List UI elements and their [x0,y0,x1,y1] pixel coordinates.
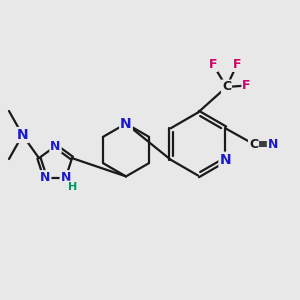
Text: N: N [40,171,50,184]
Text: H: H [68,182,77,192]
Text: C: C [222,80,231,94]
Text: C: C [249,137,258,151]
Text: N: N [61,171,71,184]
Text: F: F [242,79,251,92]
Text: F: F [209,58,217,71]
Text: N: N [50,140,61,153]
Text: N: N [220,153,231,167]
Text: F: F [233,58,241,71]
Text: N: N [17,128,28,142]
Text: N: N [268,137,278,151]
Text: N: N [120,117,132,130]
